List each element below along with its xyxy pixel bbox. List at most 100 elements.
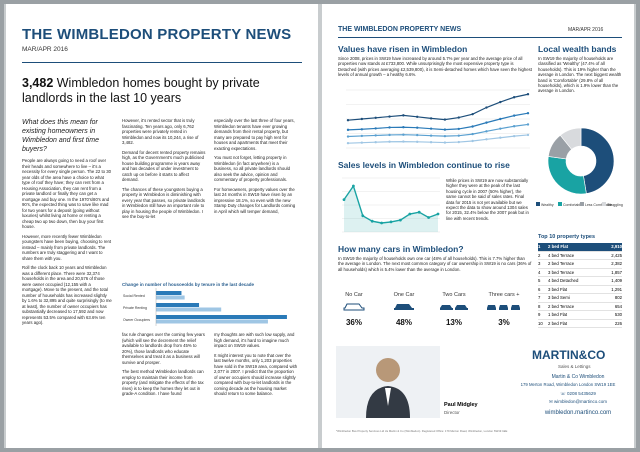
tenure-bar bbox=[156, 315, 287, 319]
values-point bbox=[374, 116, 377, 119]
paragraph: It might interest you to note that over … bbox=[214, 352, 298, 397]
top10-count: 2,382 bbox=[611, 261, 622, 267]
top10-row: 8 2 bed Terrace 654 bbox=[538, 303, 622, 311]
company-address: 179 Merton Road, Wimbledon London SW19 1… bbox=[520, 382, 616, 387]
top10-count: 1,291 bbox=[611, 286, 622, 292]
values-point bbox=[416, 140, 419, 144]
masthead-rule bbox=[22, 62, 302, 63]
sales-point bbox=[380, 221, 383, 225]
values-point bbox=[429, 134, 433, 137]
paragraph: especially over the last three of four y… bbox=[214, 118, 295, 151]
top10-row: 3 2 bed Terrace 2,382 bbox=[538, 260, 622, 269]
top10-type: 3 bed Terrace bbox=[548, 269, 575, 275]
email-text: wimbledon@martinco.com bbox=[553, 399, 608, 404]
values-series-line bbox=[347, 112, 529, 131]
car-card-one: One Car 48% bbox=[384, 292, 424, 327]
values-series-line bbox=[347, 93, 529, 121]
values-point bbox=[429, 141, 433, 144]
issue-date: MAR/APR 2016 bbox=[568, 27, 604, 33]
top10-type: 2 bed Flat bbox=[548, 244, 569, 250]
paragraph: Roll the clock back 10 years and Wimbled… bbox=[22, 265, 112, 325]
values-point bbox=[360, 117, 364, 121]
column-2: However, it's rented sector that is trul… bbox=[122, 118, 206, 224]
pie-legend-item: Wealthy bbox=[536, 202, 554, 207]
top10-count: 1,857 bbox=[611, 269, 622, 275]
paragraph: my thoughts are with such low supply, an… bbox=[214, 332, 295, 348]
values-point bbox=[457, 116, 460, 119]
legend-label: Less Comfortable bbox=[585, 203, 613, 207]
car-label: Two Cars bbox=[442, 292, 466, 298]
headline: 3,482 Wimbledon homes bought by private … bbox=[22, 76, 292, 106]
right-page: THE WIMBLEDON PROPERTY NEWS MAR/APR 2016… bbox=[322, 4, 634, 448]
top10-row: 9 1 bed Flat 530 bbox=[538, 311, 622, 320]
car-percent: 36% bbox=[345, 318, 362, 327]
car-icon bbox=[343, 303, 365, 311]
values-point bbox=[388, 140, 391, 143]
sales-point bbox=[342, 198, 346, 201]
values-point bbox=[485, 106, 488, 109]
page-header: THE WIMBLEDON PROPERTY NEWS bbox=[338, 26, 462, 33]
values-point bbox=[512, 134, 516, 138]
car-icon bbox=[487, 305, 520, 310]
car-icon bbox=[394, 304, 414, 310]
sales-point bbox=[427, 216, 430, 219]
values-point bbox=[499, 136, 502, 139]
company-phone[interactable]: ☏ 0208 5435629 bbox=[560, 391, 596, 396]
sales-point bbox=[408, 212, 412, 216]
sales-point bbox=[436, 212, 440, 216]
top10-type: 2 bed Terrace bbox=[548, 303, 575, 309]
tenure-bar-chart: Social Rented Private Renting Owner Occupi… bbox=[123, 288, 287, 326]
sales-text: While prices in SW19 are now substantial… bbox=[446, 178, 529, 221]
top10-rank: 10 bbox=[538, 320, 543, 326]
values-point bbox=[471, 139, 474, 143]
values-point bbox=[499, 100, 502, 104]
top10-rank: 2 bbox=[538, 252, 541, 258]
paragraph: fax rule changes over the coming few yea… bbox=[122, 332, 205, 365]
top10-type: 1 bed Flat bbox=[548, 312, 568, 318]
values-series-line bbox=[347, 123, 529, 138]
tenure-bar bbox=[156, 307, 222, 312]
sales-point bbox=[417, 210, 421, 214]
person-icon bbox=[366, 358, 410, 418]
legend-label: Wealthy bbox=[541, 203, 554, 207]
top10-type: 2 bed Terrace bbox=[548, 261, 575, 267]
paragraph: The best method Wimbledon landlords can … bbox=[122, 369, 204, 396]
company-web[interactable]: wimbledon.martinco.com bbox=[544, 410, 612, 416]
top10-count: 530 bbox=[614, 312, 622, 318]
top10-type: 2 bed Flat bbox=[548, 320, 568, 326]
top10-count: 226 bbox=[614, 320, 622, 326]
top10-count: 802 bbox=[614, 295, 622, 301]
cars-title: How many cars in Wimbledon? bbox=[338, 244, 464, 254]
company-email[interactable]: ✉ wimbledon@martinco.com bbox=[548, 399, 608, 404]
values-point bbox=[416, 133, 419, 137]
tenure-category-label: Owner Occupiers bbox=[123, 318, 150, 322]
legend-swatch bbox=[536, 202, 540, 206]
top10-rank: 9 bbox=[538, 312, 541, 318]
top10-title: Top 10 property types bbox=[538, 234, 596, 240]
paragraph: You must not forget, letting property in… bbox=[214, 155, 290, 182]
column-3: especially over the last three of four y… bbox=[214, 118, 298, 218]
values-point bbox=[429, 117, 433, 120]
values-point bbox=[443, 128, 447, 131]
values-point bbox=[346, 128, 350, 132]
column-3b: my thoughts are with such low supply, an… bbox=[214, 332, 298, 401]
values-point bbox=[526, 133, 530, 137]
values-point bbox=[360, 134, 364, 138]
values-point bbox=[374, 141, 377, 144]
values-point bbox=[485, 130, 488, 133]
top10-row: 4 3 bed Terrace 1,857 bbox=[538, 269, 622, 277]
values-point bbox=[485, 138, 488, 141]
values-point bbox=[416, 126, 419, 129]
tenure-bar bbox=[156, 319, 268, 324]
wealth-pie-chart bbox=[547, 127, 615, 195]
values-series-line bbox=[347, 134, 529, 144]
values-point bbox=[526, 93, 530, 96]
company-name: Martin & Co Wimbledon bbox=[551, 374, 605, 380]
tenure-bar bbox=[156, 303, 200, 307]
car-card-two: Two Cars 13% bbox=[434, 292, 474, 327]
agent-name: Paul Midgley bbox=[444, 402, 478, 408]
agent-photo bbox=[336, 346, 440, 418]
pie-slice bbox=[559, 127, 582, 150]
values-line-chart bbox=[346, 89, 530, 149]
logo-sub: Sales & Lettings bbox=[558, 364, 591, 369]
